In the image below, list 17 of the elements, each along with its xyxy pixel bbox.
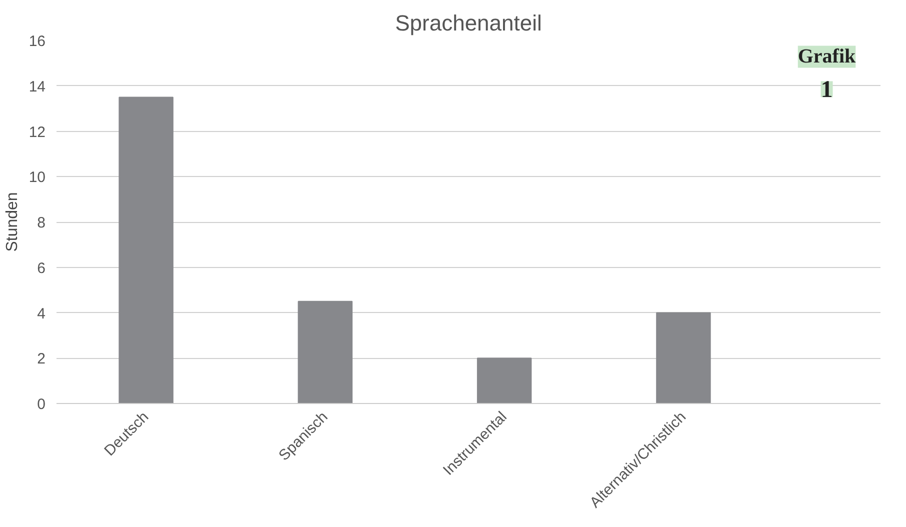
y-tick-label: 14 <box>28 78 46 96</box>
y-tick-label: 16 <box>28 33 46 50</box>
bar <box>118 96 174 404</box>
chart-title: Sprachenanteil <box>395 10 542 36</box>
bar <box>476 358 532 404</box>
y-tick-label: 4 <box>37 305 46 322</box>
bar <box>298 300 353 404</box>
y-tick-label: 2 <box>37 350 46 368</box>
bar <box>656 312 711 404</box>
y-tick-label: 6 <box>37 260 46 277</box>
text: Grafik <box>798 46 857 68</box>
y-tick-label: 10 <box>28 169 46 186</box>
text: 1 <box>820 77 833 104</box>
y-tick-label: 8 <box>37 214 46 232</box>
y-tick-label: 0 <box>37 396 46 413</box>
y-axis-title: Stunden <box>4 192 21 252</box>
y-tick-label: 12 <box>28 124 46 141</box>
